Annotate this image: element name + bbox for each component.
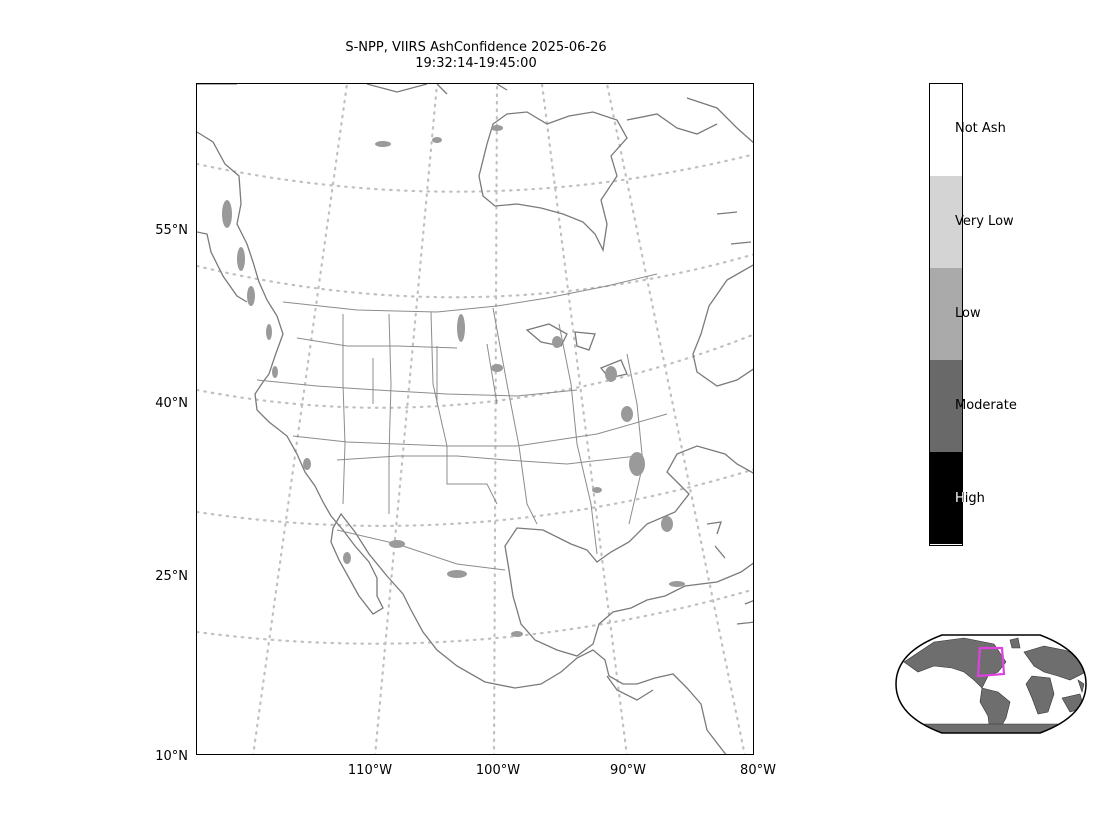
- graticule-parallels: [197, 153, 753, 645]
- colorbar-segment-high: [930, 452, 962, 544]
- colorbar-label-high: High: [955, 491, 985, 506]
- title-line-2: 19:32:14-19:45:00: [415, 56, 537, 71]
- lon-label-100w: 100°W: [475, 763, 521, 778]
- colorbar-segment-very-low: [930, 176, 962, 268]
- lat-label-10n: 10°N: [155, 749, 188, 764]
- map-panel: [196, 83, 754, 755]
- map-title: S-NPP, VIIRS AshConfidence 2025-06-26 19…: [196, 40, 756, 72]
- inset-land: [896, 637, 1086, 733]
- colorbar-segment-moderate: [930, 360, 962, 452]
- north-america-map: [197, 84, 753, 754]
- ash-pixels: [222, 125, 685, 637]
- colorbar-label-moderate: Moderate: [955, 398, 1017, 413]
- world-locator-inset: [894, 632, 1088, 736]
- colorbar-label-very-low: Very Low: [955, 214, 1014, 229]
- title-line-1: S-NPP, VIIRS AshConfidence 2025-06-26: [345, 40, 607, 55]
- colorbar-segment-low: [930, 268, 962, 360]
- lon-label-90w: 90°W: [610, 763, 646, 778]
- colorbar-label-low: Low: [955, 306, 981, 321]
- lat-label-55n: 55°N: [155, 223, 188, 238]
- ash-confidence-colorbar: [929, 83, 963, 546]
- lat-label-25n: 25°N: [155, 569, 188, 584]
- lon-label-110w: 110°W: [347, 763, 393, 778]
- coastlines: [197, 84, 753, 754]
- world-locator-map: [895, 634, 1087, 734]
- inset-map-extent-box: [976, 646, 1006, 678]
- graticule-meridians: [252, 84, 746, 754]
- lon-label-80w: 80°W: [740, 763, 776, 778]
- lat-label-40n: 40°N: [155, 396, 188, 411]
- inset-globe-outline: [895, 634, 1087, 734]
- colorbar-segment-not-ash: [930, 84, 962, 176]
- state-borders: [256, 273, 668, 571]
- colorbar-label-not-ash: Not Ash: [955, 121, 1006, 136]
